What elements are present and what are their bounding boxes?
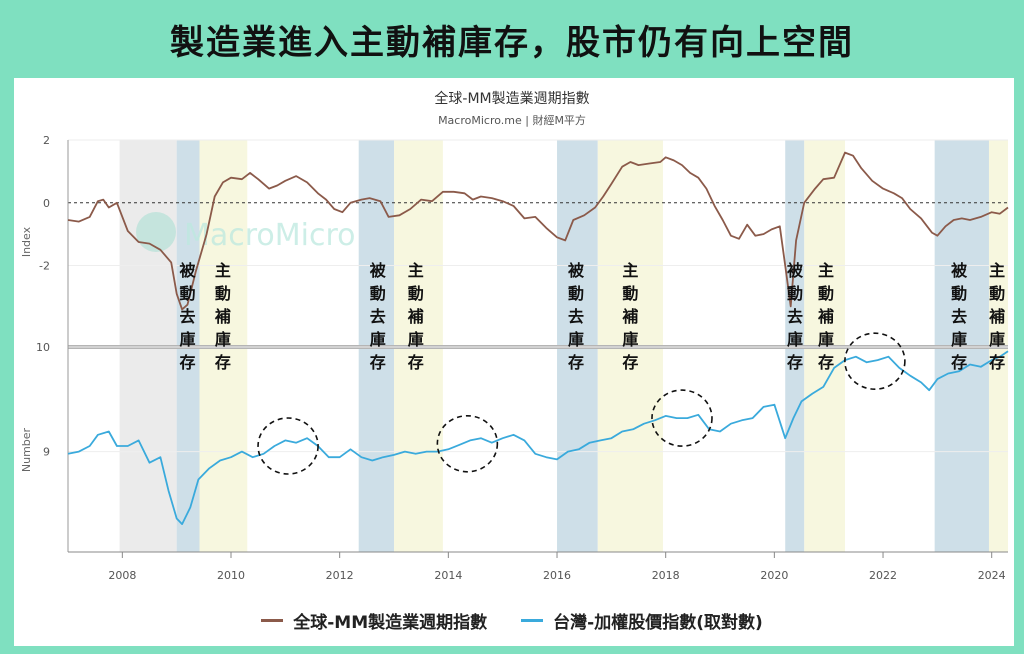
- annotation-char: 存: [408, 353, 424, 372]
- legend-label-taiex: 台灣-加權股價指數(取對數): [553, 612, 763, 633]
- annotation-char: 存: [989, 353, 1005, 372]
- annotation-char: 庫: [818, 330, 834, 349]
- annotation-char: 補: [214, 307, 231, 326]
- x-tick-label: 2020: [760, 569, 788, 582]
- annotation-char: 補: [407, 307, 424, 326]
- x-tick-label: 2022: [869, 569, 897, 582]
- annotation-char: 存: [787, 353, 803, 372]
- annotation-char: 主: [622, 261, 638, 280]
- annotation-char: 主: [818, 261, 834, 280]
- annotation-char: 去: [951, 307, 967, 326]
- x-tick-label: 2012: [326, 569, 354, 582]
- legend-item-taiex[interactable]: 台灣-加權股價指數(取對數): [521, 608, 763, 633]
- annotation-char: 去: [787, 307, 803, 326]
- annotation-char: 被: [787, 261, 804, 280]
- annotation-char: 存: [622, 353, 638, 372]
- x-tick-label: 2014: [434, 569, 462, 582]
- bottom-ytick-label: 9: [43, 446, 50, 459]
- annotation-char: 主: [989, 261, 1005, 280]
- annotation-char: 去: [180, 307, 196, 326]
- legend-swatch-pmi: [261, 618, 284, 622]
- annotation-char: 庫: [622, 330, 638, 349]
- top-ylabel: Index: [20, 226, 33, 257]
- chart-subtitle: MacroMicro.me | 財經M平方: [438, 113, 586, 127]
- highlight-circle: [257, 417, 319, 475]
- annotation-char: 動: [989, 284, 1005, 303]
- banner: 製造業進入主動補庫存，股市仍有向上空間: [0, 0, 1024, 78]
- annotation-char: 庫: [568, 330, 584, 349]
- bottom-ytick-label: 10: [36, 341, 50, 354]
- pmi-series-line: [67, 151, 1009, 311]
- annotation-char: 主: [408, 261, 424, 280]
- annotation-char: 去: [370, 307, 386, 326]
- chart-title: 全球-MM製造業週期指數: [434, 90, 589, 107]
- top-ytick-label: -2: [39, 260, 50, 273]
- annotation-char: 存: [568, 353, 584, 372]
- x-tick-label: 2010: [217, 569, 245, 582]
- annotation-char: 存: [951, 353, 967, 372]
- annotation-char: 動: [568, 284, 584, 303]
- annotation-char: 動: [408, 284, 424, 303]
- x-tick-label: 2024: [978, 569, 1006, 582]
- annotation-char: 被: [951, 261, 968, 280]
- annotation-char: 庫: [180, 330, 196, 349]
- bottom-ylabel: Number: [20, 427, 33, 472]
- annotation-char: 庫: [408, 330, 424, 349]
- watermark-text: MacroMicro: [184, 218, 356, 253]
- taiex-series-line: [67, 350, 1009, 525]
- annotation-char: 補: [621, 307, 638, 326]
- x-tick-label: 2018: [652, 569, 680, 582]
- highlight-circle: [844, 332, 906, 391]
- annotation-char: 庫: [989, 330, 1005, 349]
- annotation-char: 存: [180, 353, 196, 372]
- annotation-char: 動: [787, 284, 803, 303]
- annotation-char: 動: [951, 284, 967, 303]
- annotation-char: 被: [180, 261, 197, 280]
- banner-title: 製造業進入主動補庫存，股市仍有向上空間: [170, 22, 854, 63]
- annotation-char: 動: [180, 284, 196, 303]
- annotation-char: 庫: [787, 330, 803, 349]
- x-tick-label: 2016: [543, 569, 571, 582]
- annotation-char: 存: [370, 353, 386, 372]
- legend-swatch-taiex: [521, 618, 544, 622]
- annotation-char: 庫: [370, 330, 386, 349]
- highlight-circle: [651, 389, 713, 447]
- x-tick-label: 2008: [108, 569, 136, 582]
- highlight-circle: [436, 414, 499, 473]
- watermark-logo-icon: [136, 212, 176, 252]
- legend-item-pmi[interactable]: 全球-MM製造業週期指數: [261, 608, 487, 633]
- annotation-char: 動: [622, 284, 638, 303]
- annotation-char: 庫: [215, 330, 231, 349]
- annotation-char: 補: [988, 307, 1005, 326]
- annotation-char: 去: [568, 307, 584, 326]
- annotation-char: 動: [818, 284, 834, 303]
- annotation-char: 被: [568, 261, 585, 280]
- annotation-char: 庫: [951, 330, 967, 349]
- annotation-char: 存: [215, 353, 231, 372]
- top-ytick-label: 0: [43, 197, 50, 210]
- annotation-label: 主動補庫存: [0, 0, 5, 1]
- annotation-char: 動: [215, 284, 231, 303]
- top-ytick-label: 2: [43, 134, 50, 147]
- annotation-char: 補: [817, 307, 834, 326]
- chart-legend: 全球-MM製造業週期指數 台灣-加權股價指數(取對數): [0, 606, 1024, 634]
- annotation-char: 存: [818, 353, 834, 372]
- annotation-char: 被: [370, 261, 387, 280]
- annotation-char: 動: [370, 284, 386, 303]
- legend-label-pmi: 全球-MM製造業週期指數: [293, 612, 488, 633]
- annotation-char: 主: [215, 261, 231, 280]
